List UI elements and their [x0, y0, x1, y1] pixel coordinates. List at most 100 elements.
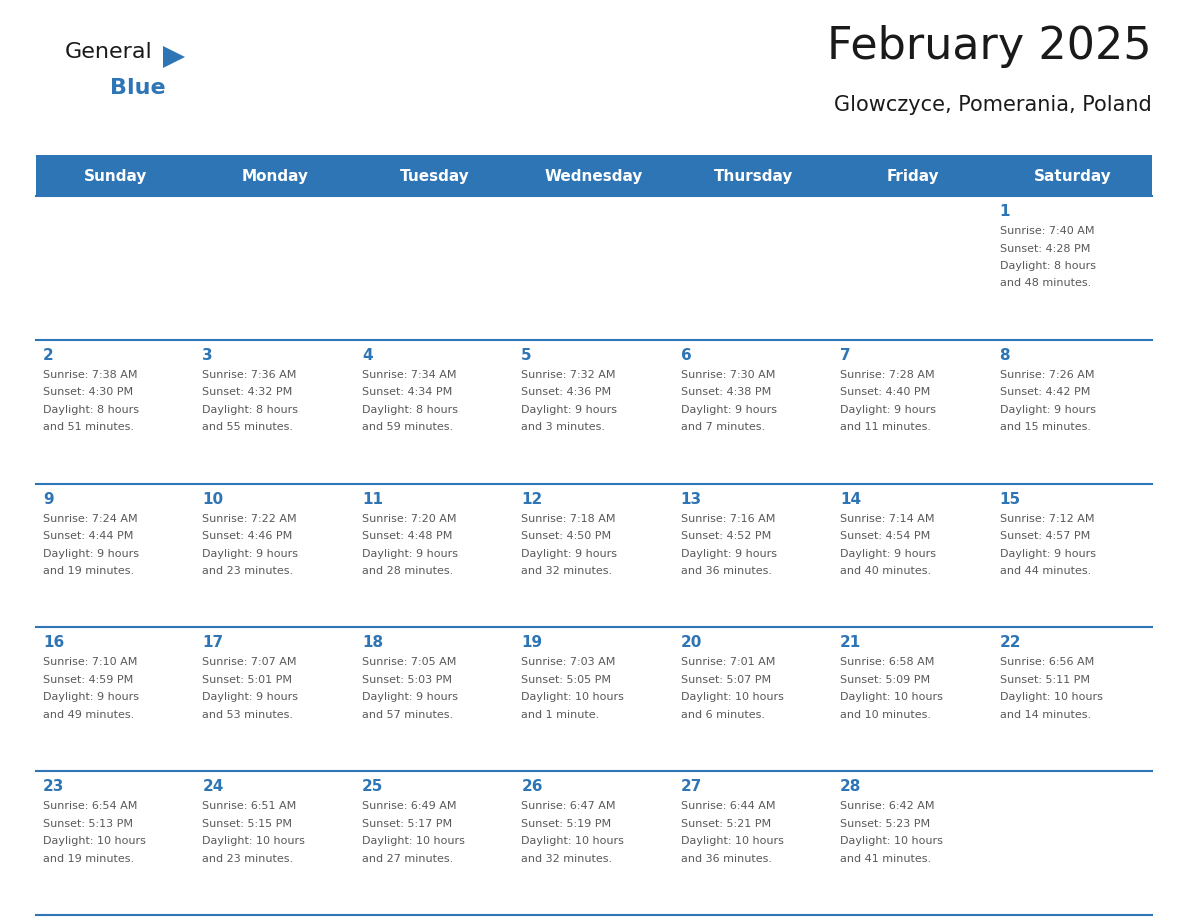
Bar — [36, 627, 1152, 771]
Text: 5: 5 — [522, 348, 532, 363]
Text: and 40 minutes.: and 40 minutes. — [840, 566, 931, 577]
Text: Sunrise: 7:05 AM: Sunrise: 7:05 AM — [362, 657, 456, 667]
Text: and 48 minutes.: and 48 minutes. — [999, 278, 1091, 288]
Text: and 51 minutes.: and 51 minutes. — [43, 422, 134, 432]
Text: Daylight: 10 hours: Daylight: 10 hours — [999, 692, 1102, 702]
Text: Sunset: 5:01 PM: Sunset: 5:01 PM — [202, 675, 292, 685]
Text: Daylight: 10 hours: Daylight: 10 hours — [681, 836, 784, 846]
Text: Sunrise: 7:10 AM: Sunrise: 7:10 AM — [43, 657, 138, 667]
Text: 3: 3 — [202, 348, 213, 363]
Text: Sunrise: 7:28 AM: Sunrise: 7:28 AM — [840, 370, 935, 380]
Text: Wednesday: Wednesday — [545, 170, 643, 185]
Text: 7: 7 — [840, 348, 851, 363]
Text: Sunset: 4:50 PM: Sunset: 4:50 PM — [522, 532, 612, 541]
Text: Tuesday: Tuesday — [399, 170, 469, 185]
Text: Daylight: 8 hours: Daylight: 8 hours — [999, 261, 1095, 271]
Text: Sunrise: 7:30 AM: Sunrise: 7:30 AM — [681, 370, 775, 380]
Text: Sunset: 5:05 PM: Sunset: 5:05 PM — [522, 675, 612, 685]
Text: February 2025: February 2025 — [827, 25, 1152, 68]
Text: Sunset: 5:11 PM: Sunset: 5:11 PM — [999, 675, 1089, 685]
Text: 15: 15 — [999, 492, 1020, 507]
Text: 26: 26 — [522, 779, 543, 794]
Text: Sunset: 5:17 PM: Sunset: 5:17 PM — [362, 819, 451, 829]
Text: Daylight: 9 hours: Daylight: 9 hours — [362, 549, 457, 558]
Text: Daylight: 10 hours: Daylight: 10 hours — [522, 692, 624, 702]
Text: Sunset: 4:42 PM: Sunset: 4:42 PM — [999, 387, 1089, 397]
Text: and 44 minutes.: and 44 minutes. — [999, 566, 1091, 577]
Text: Daylight: 9 hours: Daylight: 9 hours — [202, 549, 298, 558]
Text: Blue: Blue — [110, 78, 165, 98]
Text: 23: 23 — [43, 779, 64, 794]
Text: Sunset: 4:28 PM: Sunset: 4:28 PM — [999, 243, 1089, 253]
Text: Sunrise: 7:18 AM: Sunrise: 7:18 AM — [522, 513, 615, 523]
Text: and 41 minutes.: and 41 minutes. — [840, 854, 931, 864]
Text: Sunrise: 7:40 AM: Sunrise: 7:40 AM — [999, 226, 1094, 236]
Text: Sunrise: 7:22 AM: Sunrise: 7:22 AM — [202, 513, 297, 523]
Text: 19: 19 — [522, 635, 543, 650]
Bar — [36, 196, 1152, 340]
Text: Thursday: Thursday — [714, 170, 794, 185]
Text: Sunrise: 7:03 AM: Sunrise: 7:03 AM — [522, 657, 615, 667]
Polygon shape — [163, 46, 185, 68]
Text: Daylight: 8 hours: Daylight: 8 hours — [362, 405, 457, 415]
Text: Sunrise: 7:16 AM: Sunrise: 7:16 AM — [681, 513, 775, 523]
Text: 20: 20 — [681, 635, 702, 650]
Text: 9: 9 — [43, 492, 53, 507]
Text: Sunrise: 7:01 AM: Sunrise: 7:01 AM — [681, 657, 775, 667]
Text: 24: 24 — [202, 779, 223, 794]
Text: Daylight: 9 hours: Daylight: 9 hours — [840, 549, 936, 558]
Text: Daylight: 9 hours: Daylight: 9 hours — [522, 549, 618, 558]
Text: Daylight: 9 hours: Daylight: 9 hours — [43, 692, 139, 702]
Text: 22: 22 — [999, 635, 1020, 650]
Text: and 10 minutes.: and 10 minutes. — [840, 710, 931, 720]
Text: Daylight: 8 hours: Daylight: 8 hours — [202, 405, 298, 415]
Text: Sunset: 4:59 PM: Sunset: 4:59 PM — [43, 675, 133, 685]
Text: Sunrise: 7:36 AM: Sunrise: 7:36 AM — [202, 370, 297, 380]
Text: Friday: Friday — [886, 170, 940, 185]
Text: Sunrise: 7:07 AM: Sunrise: 7:07 AM — [202, 657, 297, 667]
Text: 6: 6 — [681, 348, 691, 363]
Text: Daylight: 9 hours: Daylight: 9 hours — [681, 405, 777, 415]
Text: 17: 17 — [202, 635, 223, 650]
Text: and 59 minutes.: and 59 minutes. — [362, 422, 453, 432]
Text: Daylight: 10 hours: Daylight: 10 hours — [681, 692, 784, 702]
Text: and 19 minutes.: and 19 minutes. — [43, 566, 134, 577]
Text: Sunset: 4:36 PM: Sunset: 4:36 PM — [522, 387, 612, 397]
Text: Sunrise: 7:14 AM: Sunrise: 7:14 AM — [840, 513, 935, 523]
Text: and 11 minutes.: and 11 minutes. — [840, 422, 931, 432]
Text: and 3 minutes.: and 3 minutes. — [522, 422, 605, 432]
Text: and 36 minutes.: and 36 minutes. — [681, 854, 772, 864]
Text: and 53 minutes.: and 53 minutes. — [202, 710, 293, 720]
Text: Sunset: 5:23 PM: Sunset: 5:23 PM — [840, 819, 930, 829]
Text: 25: 25 — [362, 779, 384, 794]
Text: 28: 28 — [840, 779, 861, 794]
Text: Daylight: 10 hours: Daylight: 10 hours — [522, 836, 624, 846]
Text: Daylight: 9 hours: Daylight: 9 hours — [681, 549, 777, 558]
Text: and 14 minutes.: and 14 minutes. — [999, 710, 1091, 720]
Text: Sunrise: 7:34 AM: Sunrise: 7:34 AM — [362, 370, 456, 380]
Text: 18: 18 — [362, 635, 383, 650]
Text: Sunset: 4:44 PM: Sunset: 4:44 PM — [43, 532, 133, 541]
Text: Sunrise: 7:20 AM: Sunrise: 7:20 AM — [362, 513, 456, 523]
Text: and 49 minutes.: and 49 minutes. — [43, 710, 134, 720]
Text: and 28 minutes.: and 28 minutes. — [362, 566, 453, 577]
Text: 1: 1 — [999, 204, 1010, 219]
Text: and 55 minutes.: and 55 minutes. — [202, 422, 293, 432]
Text: Daylight: 8 hours: Daylight: 8 hours — [43, 405, 139, 415]
Text: and 1 minute.: and 1 minute. — [522, 710, 600, 720]
Text: Sunrise: 6:56 AM: Sunrise: 6:56 AM — [999, 657, 1094, 667]
Text: Daylight: 9 hours: Daylight: 9 hours — [362, 692, 457, 702]
Text: 12: 12 — [522, 492, 543, 507]
Text: Sunset: 4:32 PM: Sunset: 4:32 PM — [202, 387, 292, 397]
Bar — [36, 484, 1152, 627]
Text: and 15 minutes.: and 15 minutes. — [999, 422, 1091, 432]
Text: Sunrise: 6:49 AM: Sunrise: 6:49 AM — [362, 801, 456, 812]
Text: Daylight: 9 hours: Daylight: 9 hours — [202, 692, 298, 702]
Text: Sunset: 5:13 PM: Sunset: 5:13 PM — [43, 819, 133, 829]
Text: Sunrise: 6:44 AM: Sunrise: 6:44 AM — [681, 801, 776, 812]
Text: and 6 minutes.: and 6 minutes. — [681, 710, 765, 720]
Text: 16: 16 — [43, 635, 64, 650]
Text: Monday: Monday — [241, 170, 309, 185]
Text: Daylight: 10 hours: Daylight: 10 hours — [43, 836, 146, 846]
Bar — [36, 771, 1152, 915]
